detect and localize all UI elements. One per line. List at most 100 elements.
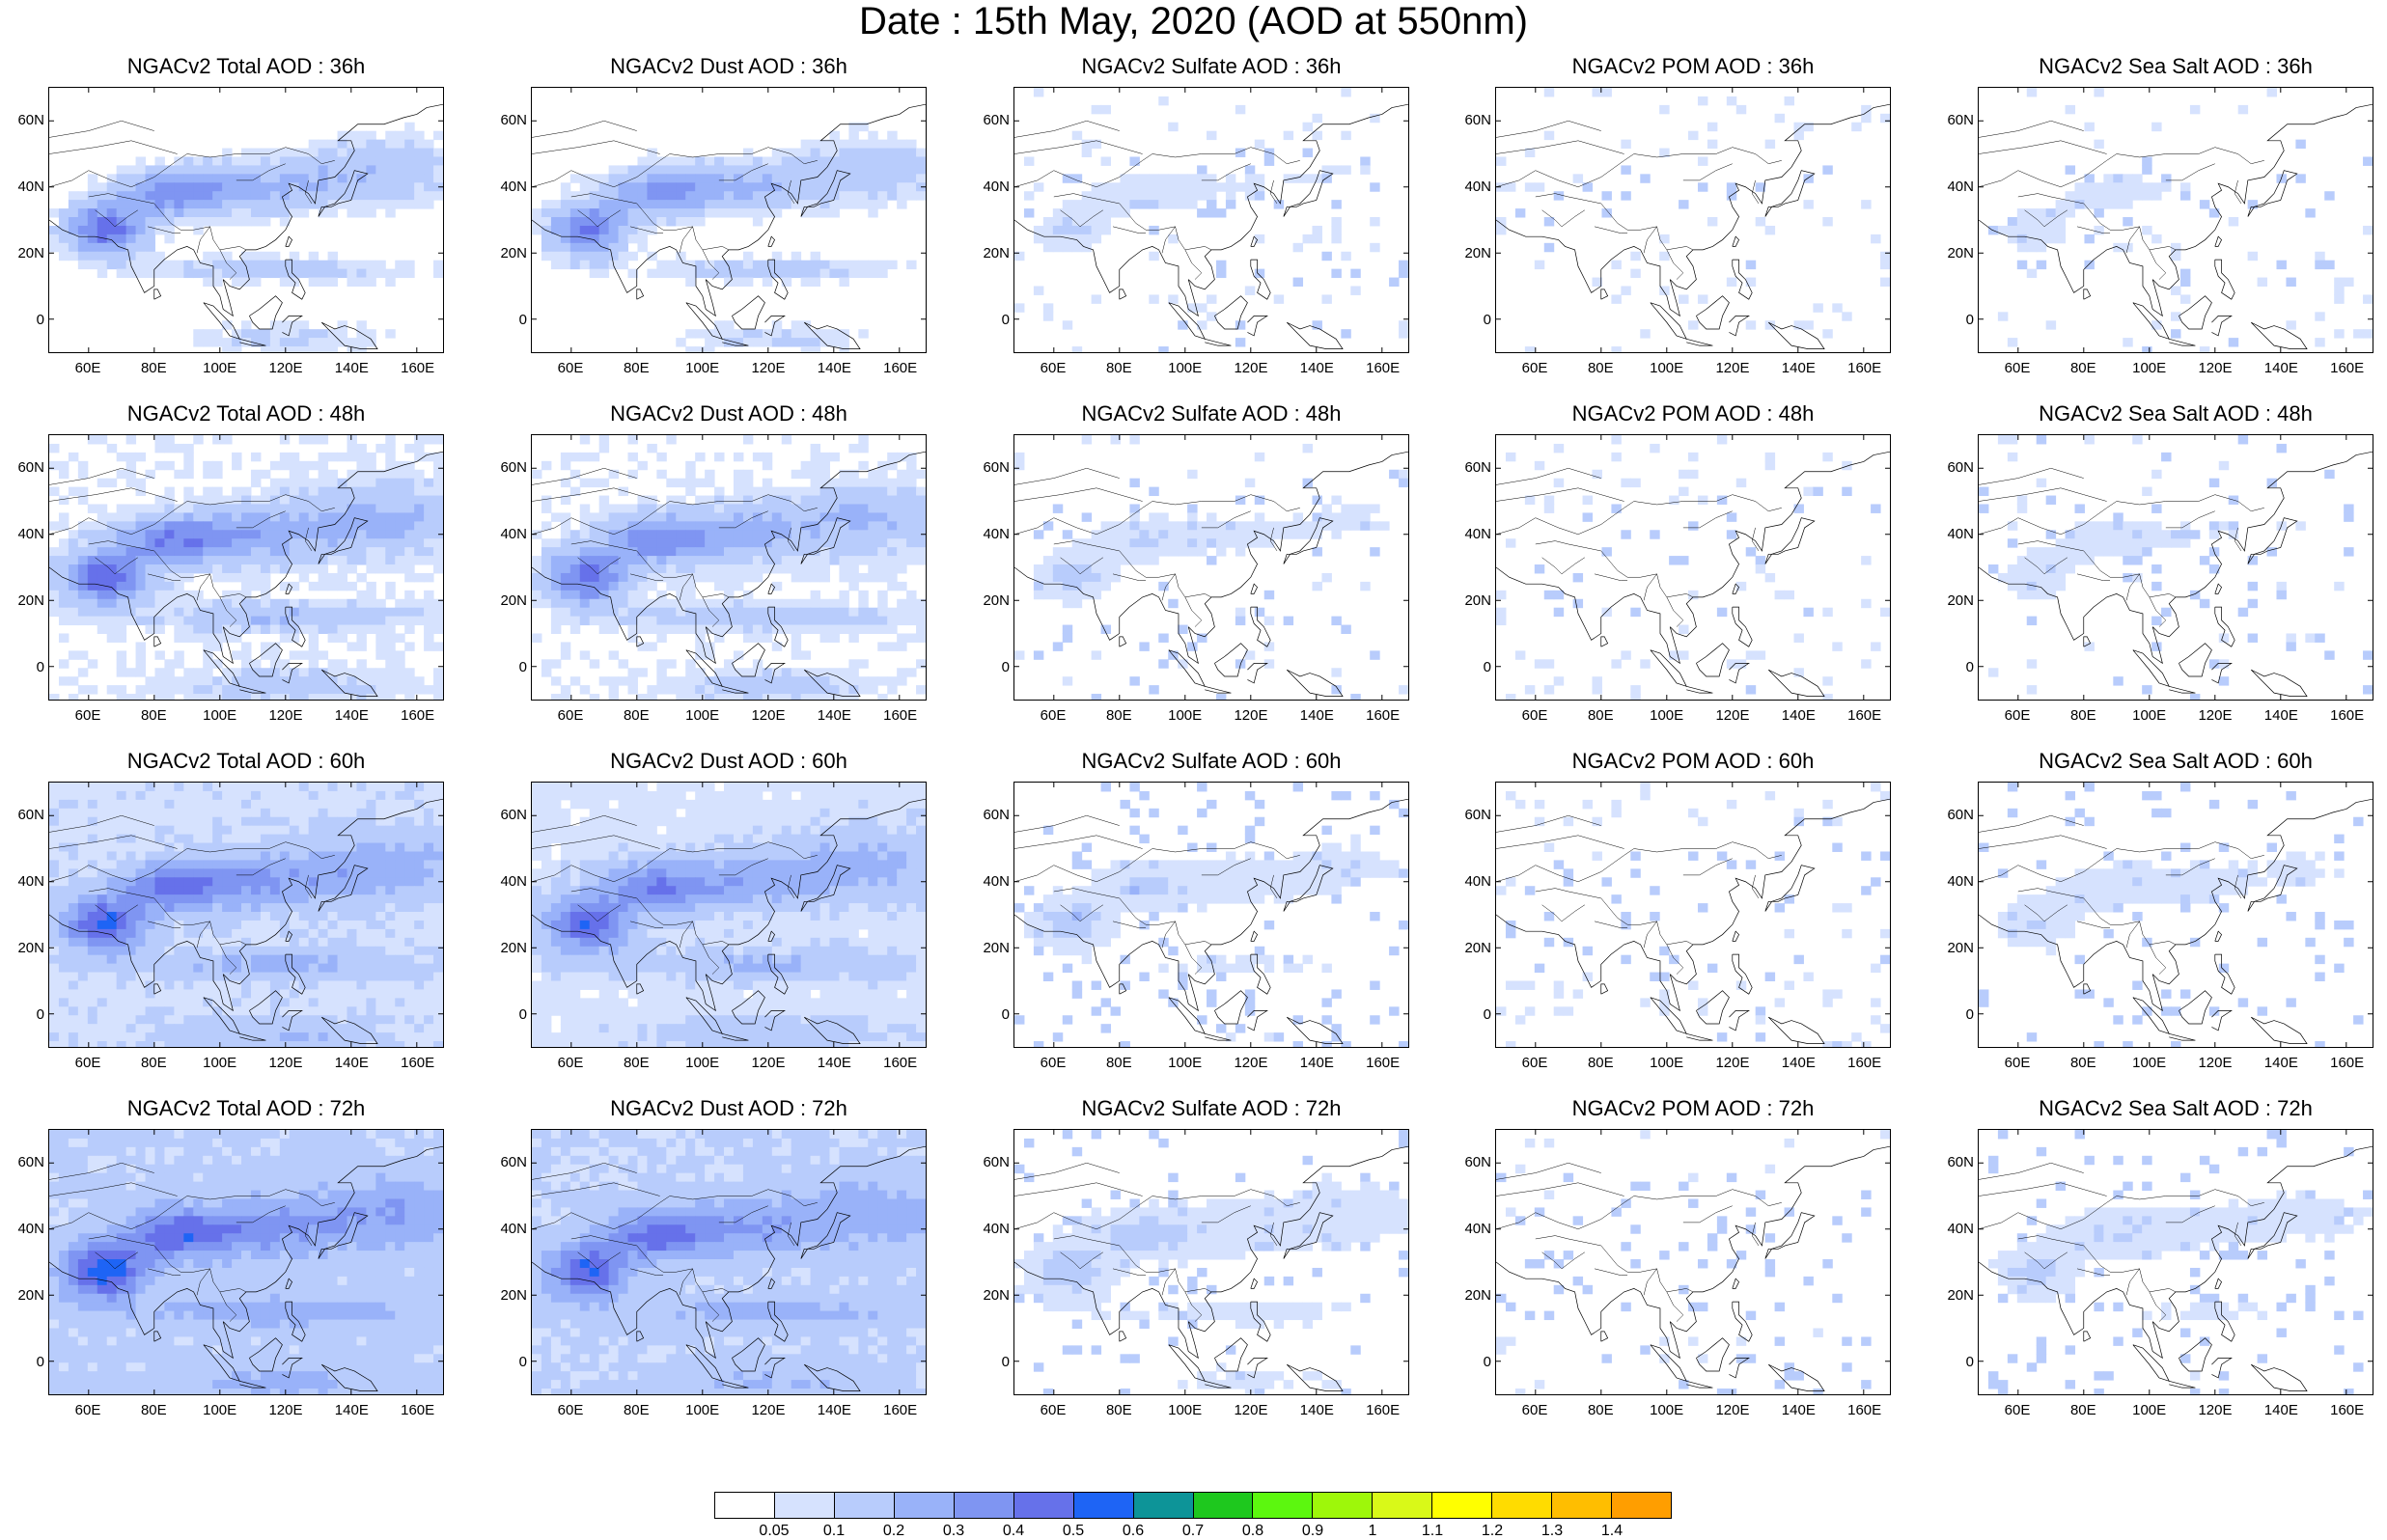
aod-field [532, 435, 926, 700]
lon-tick-label: 80E [1587, 360, 1614, 376]
aod-field [1014, 88, 1408, 352]
colorbar-label: 0.9 [1301, 1523, 1324, 1539]
lon-tick-label: 140E [2263, 1055, 2298, 1071]
lon-tick-label: 160E [883, 707, 918, 724]
lon-tick-label: 120E [751, 707, 786, 724]
lat-tick-label: 20N [17, 1286, 44, 1304]
lat-tick-label: 0 [1483, 1005, 1491, 1023]
lon-tick-label: 80E [1105, 360, 1132, 376]
lat-tick-label: 60N [17, 806, 44, 823]
lat-tick-label: 40N [17, 872, 44, 890]
lon-tick-label: 160E [1366, 707, 1401, 724]
lon-tick-label: 160E [1847, 1055, 1882, 1071]
panel-title: NGACv2 POM AOD : 36h [1571, 54, 1815, 78]
aod-field [1979, 88, 2373, 352]
lat-tick-label: 0 [1483, 1353, 1491, 1370]
aod-field [49, 88, 443, 352]
lon-tick-label: 140E [817, 1402, 851, 1418]
map-panel-total-4: NGACv2 Total AOD : 72h 60N 40N 20N 0 60E 80E 10… [17, 1096, 444, 1424]
map-area [1978, 782, 2373, 1048]
panel-title: NGACv2 Sea Salt AOD : 72h [2039, 1096, 2313, 1120]
lat-tick-label: 60N [1947, 458, 1974, 476]
lat-tick-label: 20N [500, 244, 527, 261]
lon-tick-label: 160E [1847, 707, 1882, 724]
map-area [48, 1129, 444, 1395]
lat-tick-label: 40N [17, 525, 44, 542]
lon-tick-label: 120E [2198, 707, 2233, 724]
lon-tick-label: 140E [1781, 1402, 1816, 1418]
panel-title: NGACv2 Sea Salt AOD : 60h [2039, 749, 2313, 773]
lat-tick-label: 20N [1464, 244, 1491, 261]
lon-tick-label: 160E [1847, 1402, 1882, 1418]
lon-tick-label: 80E [1105, 1055, 1132, 1071]
lat-tick-label: 40N [983, 525, 1010, 542]
lon-tick-label: 80E [623, 707, 650, 724]
map-panel-dust-3: NGACv2 Dust AOD : 60h 60N 40N 20N 0 60E 80E 100… [500, 749, 927, 1077]
colorbar-cell [1073, 1493, 1134, 1518]
lon-tick-label: 160E [1366, 1055, 1401, 1071]
lon-tick-label: 80E [140, 1055, 167, 1071]
map-area [1013, 1129, 1409, 1395]
panel-title: NGACv2 POM AOD : 72h [1571, 1096, 1815, 1120]
colorbar-label: 0.05 [759, 1523, 790, 1539]
lat-tick-label: 60N [500, 111, 527, 128]
lat-tick-label: 0 [1001, 1005, 1010, 1023]
lat-tick-label: 20N [17, 591, 44, 609]
map-panel-pom-4: NGACv2 POM AOD : 72h 60N 40N 20N 0 60E 80E 100E… [1464, 1096, 1891, 1424]
lon-tick-label: 60E [2004, 707, 2031, 724]
lon-tick-label: 100E [203, 707, 237, 724]
panel-title: NGACv2 Sea Salt AOD : 36h [2039, 54, 2313, 78]
lat-tick-label: 20N [983, 939, 1010, 956]
lon-tick-label: 160E [883, 1402, 918, 1418]
lat-tick-label: 40N [983, 178, 1010, 195]
lon-tick-label: 60E [557, 360, 584, 376]
map-panel-dust-1: NGACv2 Dust AOD : 36h 60N 40N 20N 0 60E 80E 100… [500, 54, 927, 382]
aod-field [532, 88, 926, 352]
lon-tick-label: 140E [817, 707, 851, 724]
panel-title: NGACv2 Dust AOD : 72h [610, 1096, 847, 1120]
lon-tick-label: 100E [2132, 360, 2167, 376]
map-panel-total-3: NGACv2 Total AOD : 60h 60N 40N 20N 0 60E 80E 10… [17, 749, 444, 1077]
colorbar-cell [1373, 1493, 1433, 1518]
lon-tick-label: 100E [203, 1402, 237, 1418]
aod-field [532, 783, 926, 1047]
colorbar-cell [774, 1493, 835, 1518]
lon-tick-label: 160E [2330, 707, 2365, 724]
lon-tick-label: 160E [401, 360, 435, 376]
colorbar-cell [1013, 1493, 1074, 1518]
lat-tick-label: 0 [1965, 1005, 1974, 1023]
lon-tick-label: 80E [623, 1055, 650, 1071]
map-area [531, 1129, 927, 1395]
lon-tick-label: 80E [1587, 1402, 1614, 1418]
lat-tick-label: 40N [17, 1220, 44, 1237]
lon-tick-label: 120E [2198, 1055, 2233, 1071]
lon-tick-label: 60E [1521, 707, 1548, 724]
lat-tick-label: 0 [1965, 1353, 1974, 1370]
map-area [1978, 87, 2373, 353]
lat-tick-label: 60N [1947, 1153, 1974, 1170]
lat-tick-label: 40N [1947, 1220, 1974, 1237]
lat-tick-label: 0 [1483, 311, 1491, 328]
lon-tick-label: 160E [1847, 360, 1882, 376]
colorbar-cell [894, 1493, 955, 1518]
lon-tick-label: 60E [1521, 360, 1548, 376]
aod-field [1979, 1130, 2373, 1394]
lon-tick-label: 120E [1234, 1055, 1268, 1071]
lat-tick-label: 60N [983, 806, 1010, 823]
lon-tick-label: 80E [140, 360, 167, 376]
lon-tick-label: 140E [2263, 707, 2298, 724]
lon-tick-label: 100E [1650, 1402, 1684, 1418]
lon-tick-label: 140E [1299, 360, 1334, 376]
lon-tick-label: 60E [557, 1055, 584, 1071]
lon-tick-label: 60E [74, 360, 101, 376]
lon-tick-label: 140E [1299, 707, 1334, 724]
colorbar-cell [1133, 1493, 1194, 1518]
map-panel-pom-1: NGACv2 POM AOD : 36h 60N 40N 20N 0 60E 80E 100E… [1464, 54, 1891, 382]
lon-tick-label: 140E [2263, 1402, 2298, 1418]
lat-tick-label: 0 [518, 1353, 527, 1370]
colorbar-label: 0.8 [1241, 1523, 1264, 1539]
lat-tick-label: 60N [17, 458, 44, 476]
map-panel-seasalt-4: NGACv2 Sea Salt AOD : 72h 60N 40N 20N 0 60E 80… [1947, 1096, 2373, 1424]
map-area [1978, 434, 2373, 701]
lat-tick-label: 0 [36, 1353, 44, 1370]
